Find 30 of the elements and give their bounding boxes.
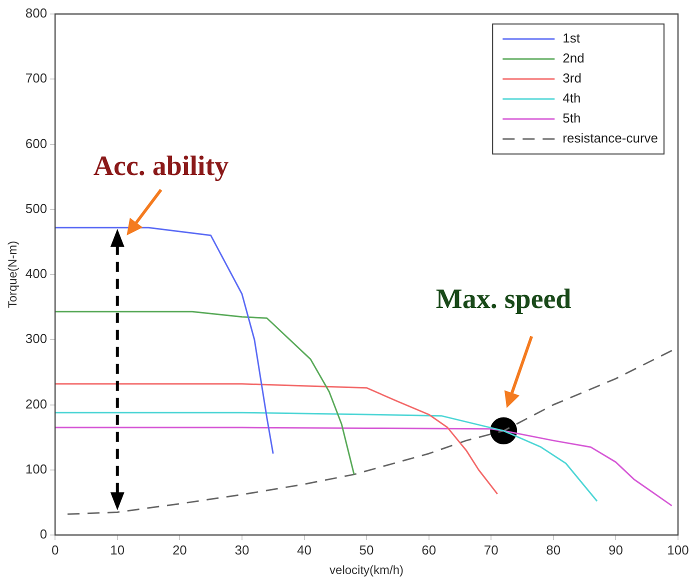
x-tick-label: 100 — [667, 542, 689, 558]
y-tick-label: 600 — [25, 136, 48, 151]
legend-label: 1st — [562, 30, 580, 46]
x-axis-title: velocity(km/h) — [330, 563, 404, 578]
x-tick-label: 10 — [110, 542, 125, 558]
x-tick-label: 60 — [422, 542, 436, 558]
annotation: Max. speed — [436, 284, 572, 315]
y-tick-label: 200 — [25, 396, 48, 412]
x-tick-label: 70 — [484, 542, 498, 558]
x-tick-label: 20 — [172, 542, 187, 558]
legend-label: 5th — [562, 110, 581, 126]
x-tick-label: 0 — [51, 542, 59, 558]
y-axis-title: Torque(N-m) — [6, 240, 20, 308]
legend-label: 2nd — [562, 50, 584, 66]
y-tick-label: 800 — [25, 6, 48, 21]
x-tick-label: 50 — [359, 542, 374, 558]
annotation: Acc. ability — [93, 150, 229, 182]
x-tick-label: 80 — [546, 542, 561, 558]
x-tick-label: 30 — [234, 542, 250, 558]
x-tick-label: 40 — [297, 542, 312, 558]
y-tick-label: 500 — [25, 200, 48, 216]
y-tick-label: 300 — [25, 331, 48, 346]
y-tick-label: 100 — [25, 461, 48, 476]
legend-label: resistance-curve — [562, 130, 658, 146]
legend-label: 3rd — [562, 70, 582, 86]
y-tick-label: 700 — [25, 70, 48, 86]
y-tick-label: 400 — [25, 266, 48, 282]
y-tick-label: 0 — [40, 526, 48, 542]
x-tick-label: 90 — [608, 542, 623, 558]
legend-label: 4th — [562, 90, 581, 106]
